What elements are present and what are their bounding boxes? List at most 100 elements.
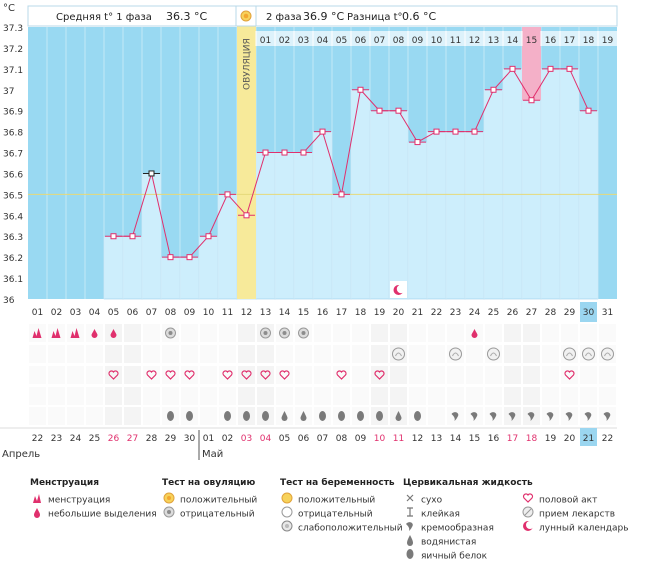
temperature-point[interactable] [490,86,497,93]
legend-ovulation-test: Тест на овуляцию положительный отрицател… [162,478,257,520]
legend-item: водянистая [421,537,477,548]
date-label: 27 [526,308,537,318]
calendar-date: 22 [32,434,43,444]
calendar-date: 26 [108,434,120,444]
legend-item: кремообразная [421,523,494,534]
date-label: 26 [507,308,519,318]
date-label: 03 [70,308,81,318]
y-tick-label: 36.9 [3,108,23,118]
menstruation-icon [32,328,42,338]
date-label: 31 [602,308,613,318]
legend-item: лунный календарь [539,523,629,534]
temperature-point[interactable] [376,107,383,114]
date-row: 01 02 03 04 05 06 07 08 09 10 11 12 13 14 15 16 17 18 19 20… [32,302,613,322]
creamy-icon [584,412,592,421]
menstruation-icon [70,328,80,338]
temperature-bar [274,152,295,300]
cycle-day-label: 16 [545,36,557,46]
heart-icon [260,370,271,380]
temperature-point[interactable] [319,128,326,135]
calendar-date: 07 [317,434,328,444]
date-label: 05 [108,308,119,318]
moon-calendar-icon[interactable] [390,281,407,298]
sticky-icon [403,506,417,523]
temperature-bar [179,256,200,300]
calendar-date: 12 [412,434,423,444]
sun-negative-icon [162,506,176,523]
creamy-icon [470,412,478,421]
temperature-line [113,68,589,258]
temperature-point[interactable] [338,191,345,198]
temperature-point[interactable] [471,128,478,135]
temperature-point[interactable] [281,149,288,156]
date-label: 30 [583,308,595,318]
date-label: 20 [393,308,405,318]
cycle-day-label: 08 [393,36,405,46]
y-tick-label: 36.8 [3,129,23,139]
heart-icon [374,370,385,380]
cycle-day-label: 01 [260,36,271,46]
temperature-point[interactable] [509,65,516,72]
temperature-point[interactable] [585,107,592,114]
y-tick-label: 37.2 [3,45,23,55]
temperature-point[interactable] [528,97,535,104]
egg-white-icon [338,411,345,421]
heart-icon [521,492,535,509]
date-label: 25 [488,308,499,318]
y-tick-label: 36.3 [3,233,23,243]
calendar-row: 22 23 24 25 26 27 28 29 30 01 02 03 04 05 06 07 08 09 10 11… [0,427,617,446]
pregnancy-test-negative-icon [487,347,500,361]
temperature-point[interactable] [205,233,212,240]
calendar-date: 17 [507,434,518,444]
legend-item: прием лекарств [539,509,616,520]
pregnancy-negative-icon [280,506,294,523]
temperature-point[interactable] [243,212,250,219]
temperature-bar [160,256,181,300]
date-label: 24 [469,308,481,318]
temperature-point[interactable] [110,233,117,240]
legend-item: менструация [48,495,111,506]
cycle-day-label: 02 [279,36,290,46]
y-tick-label: 37.1 [3,66,23,76]
temperature-point[interactable] [433,128,440,135]
calendar-date: 10 [374,434,386,444]
calendar-date: 28 [146,434,158,444]
phase2-value: 36.9 °C [303,10,344,23]
spotting-icon [91,329,98,338]
temperature-point[interactable] [167,254,174,261]
cycle-day-row: 01 02 03 04 05 06 07 08 09 10 11 12 13 14 15 16 17 18 19 [255,31,617,46]
y-tick-label: 36.5 [3,191,23,201]
legend-item: отрицательный [298,509,373,520]
temperature-point[interactable] [300,149,307,156]
temperature-point[interactable] [357,86,364,93]
temperature-point[interactable] [452,128,459,135]
temperature-point[interactable] [186,254,193,261]
egg-white-icon [167,411,174,421]
pregnancy-test-negative-icon [449,347,462,361]
temperature-point[interactable] [129,233,136,240]
legend-title: Тест на беременность [280,478,395,488]
calendar-date: 14 [450,434,462,444]
legend-item: отрицательный [180,509,255,520]
temperature-point[interactable] [566,65,573,72]
cycle-day-label: 12 [469,36,480,46]
creamy-icon [527,412,535,421]
temperature-point[interactable] [414,139,421,146]
date-label: 23 [450,308,461,318]
calendar-date: 18 [526,434,538,444]
temperature-point[interactable] [262,149,269,156]
temperature-point[interactable] [148,170,155,177]
temperature-point[interactable] [547,65,554,72]
temperature-point[interactable] [395,107,402,114]
temperature-point[interactable] [224,191,231,198]
date-label: 09 [184,308,196,318]
egg-white-icon [262,411,269,421]
legend-item: клейкая [421,509,460,520]
calendar-date: 08 [336,434,348,444]
watery-icon [395,411,402,422]
cycle-day-label: 03 [298,36,309,46]
y-axis-ticks: 37.3 37.2 37.1 37 36.9 36.8 36.7 36.6 36.5 36.4 36… [3,24,23,306]
temperature-bar [103,235,124,300]
spotting-icon [110,329,117,338]
